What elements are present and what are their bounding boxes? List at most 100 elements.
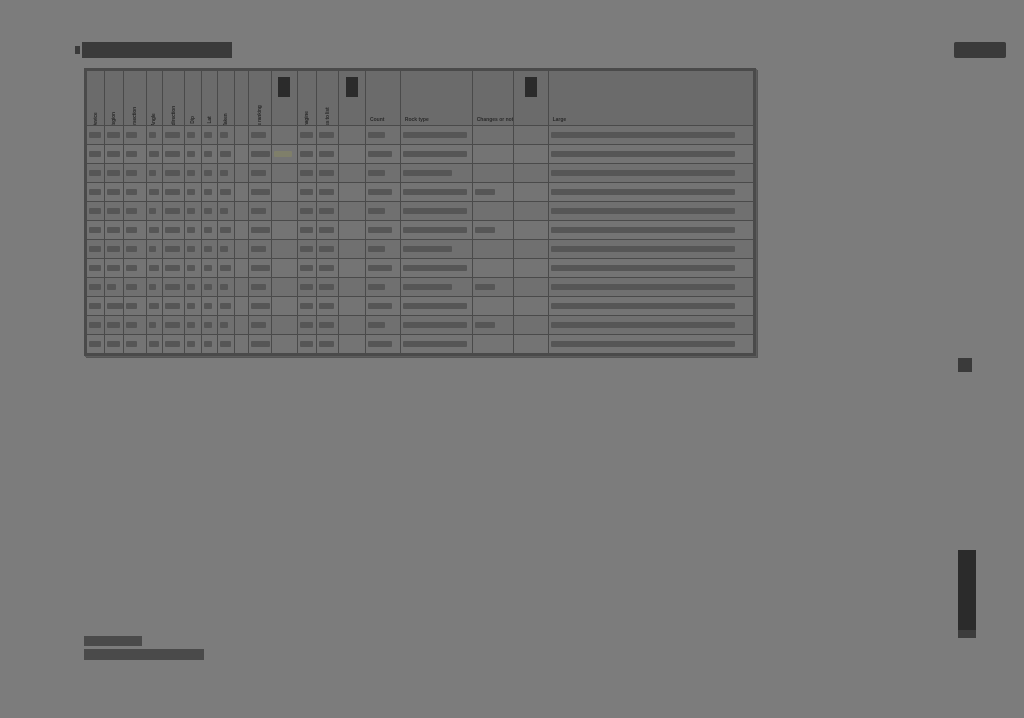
table-header-row: DeviceRegionIntersectionAngleDip directi…	[87, 71, 754, 126]
table-cell	[218, 316, 234, 335]
cell-value-bar	[319, 322, 334, 328]
table-cell	[365, 335, 400, 354]
cell-value-bar	[251, 132, 266, 138]
header-label: Changes or notes	[475, 117, 514, 123]
table-cell	[201, 297, 217, 316]
cell-value-bar	[149, 303, 160, 309]
col-header-large: Large	[548, 71, 753, 126]
table-cell	[548, 278, 753, 297]
table-cell	[105, 335, 123, 354]
header-label: Intersection	[132, 107, 138, 125]
table-cell	[87, 240, 105, 259]
cell-value-bar	[319, 284, 334, 290]
table-cell	[365, 202, 400, 221]
table-cell	[105, 297, 123, 316]
table-cell	[105, 316, 123, 335]
table-cell	[123, 259, 146, 278]
col-header-dip2: Dip	[185, 71, 201, 126]
table-cell	[123, 297, 146, 316]
table-cell	[201, 221, 217, 240]
header-label: Imagine	[304, 111, 310, 125]
cell-value-bar	[107, 170, 119, 176]
cell-value-bar	[107, 284, 116, 290]
cell-value-bar	[551, 151, 735, 157]
table-cell	[249, 297, 272, 316]
table-cell	[271, 259, 298, 278]
side-marker-tall	[958, 550, 976, 630]
table-cell	[513, 221, 548, 240]
cell-value-bar	[89, 170, 101, 176]
col-header-block3	[513, 71, 548, 126]
table-cell	[146, 297, 162, 316]
cell-value-bar	[220, 341, 231, 347]
cell-value-bar	[251, 322, 266, 328]
table-cell	[105, 145, 123, 164]
table-cell	[218, 240, 234, 259]
table-cell	[339, 278, 366, 297]
col-header-block1	[271, 71, 298, 126]
cell-value-bar	[149, 208, 157, 214]
cell-value-bar	[149, 227, 160, 233]
table-cell	[339, 335, 366, 354]
table-cell	[365, 126, 400, 145]
table-row	[87, 297, 754, 316]
cell-value-bar	[187, 170, 195, 176]
table-cell	[316, 202, 339, 221]
cell-value-bar	[300, 246, 312, 252]
table-cell	[548, 145, 753, 164]
table-cell	[472, 316, 513, 335]
cell-value-bar	[551, 246, 735, 252]
table-cell	[146, 316, 162, 335]
cell-value-bar	[165, 170, 180, 176]
col-header-goes: Goes to list	[316, 71, 339, 126]
table-cell	[201, 335, 217, 354]
cell-value-bar	[551, 303, 735, 309]
cell-value-bar	[149, 265, 160, 271]
table-cell	[316, 145, 339, 164]
table-cell	[249, 126, 272, 145]
cell-value-bar	[368, 170, 385, 176]
table-cell	[339, 259, 366, 278]
cell-value-bar	[149, 322, 157, 328]
table-cell	[146, 259, 162, 278]
table-cell	[271, 221, 298, 240]
side-marker-square	[958, 358, 972, 372]
table-cell	[339, 240, 366, 259]
table-cell	[271, 126, 298, 145]
table-cell	[201, 259, 217, 278]
cell-value-bar	[551, 132, 735, 138]
cell-value-bar	[251, 246, 266, 252]
table-cell	[185, 221, 201, 240]
header-block-icon	[346, 77, 358, 97]
cell-value-bar	[165, 303, 180, 309]
table-cell	[218, 297, 234, 316]
table-cell	[339, 221, 366, 240]
cell-value-bar	[403, 284, 453, 290]
table-cell	[234, 202, 248, 221]
header-label: Device	[93, 113, 99, 126]
table-cell	[400, 240, 472, 259]
cell-value-bar	[187, 208, 195, 214]
table-cell	[249, 221, 272, 240]
data-table-container: DeviceRegionIntersectionAngleDip directi…	[84, 68, 756, 356]
cell-value-bar	[319, 151, 334, 157]
table-cell	[271, 145, 298, 164]
cell-value-bar	[251, 151, 270, 157]
table-cell	[87, 145, 105, 164]
cell-value-bar	[368, 227, 392, 233]
cell-value-bar	[319, 170, 334, 176]
table-cell	[365, 221, 400, 240]
cell-value-bar	[165, 151, 180, 157]
table-cell	[271, 202, 298, 221]
table-cell	[548, 183, 753, 202]
table-cell	[298, 278, 316, 297]
cell-value-bar	[187, 303, 195, 309]
cell-value-bar	[107, 132, 119, 138]
table-cell	[162, 297, 185, 316]
cell-value-bar	[300, 341, 312, 347]
cell-value-bar	[368, 189, 392, 195]
table-row	[87, 183, 754, 202]
cell-value-bar	[319, 341, 334, 347]
col-header-rocktype: Rock type	[400, 71, 472, 126]
table-cell	[105, 164, 123, 183]
